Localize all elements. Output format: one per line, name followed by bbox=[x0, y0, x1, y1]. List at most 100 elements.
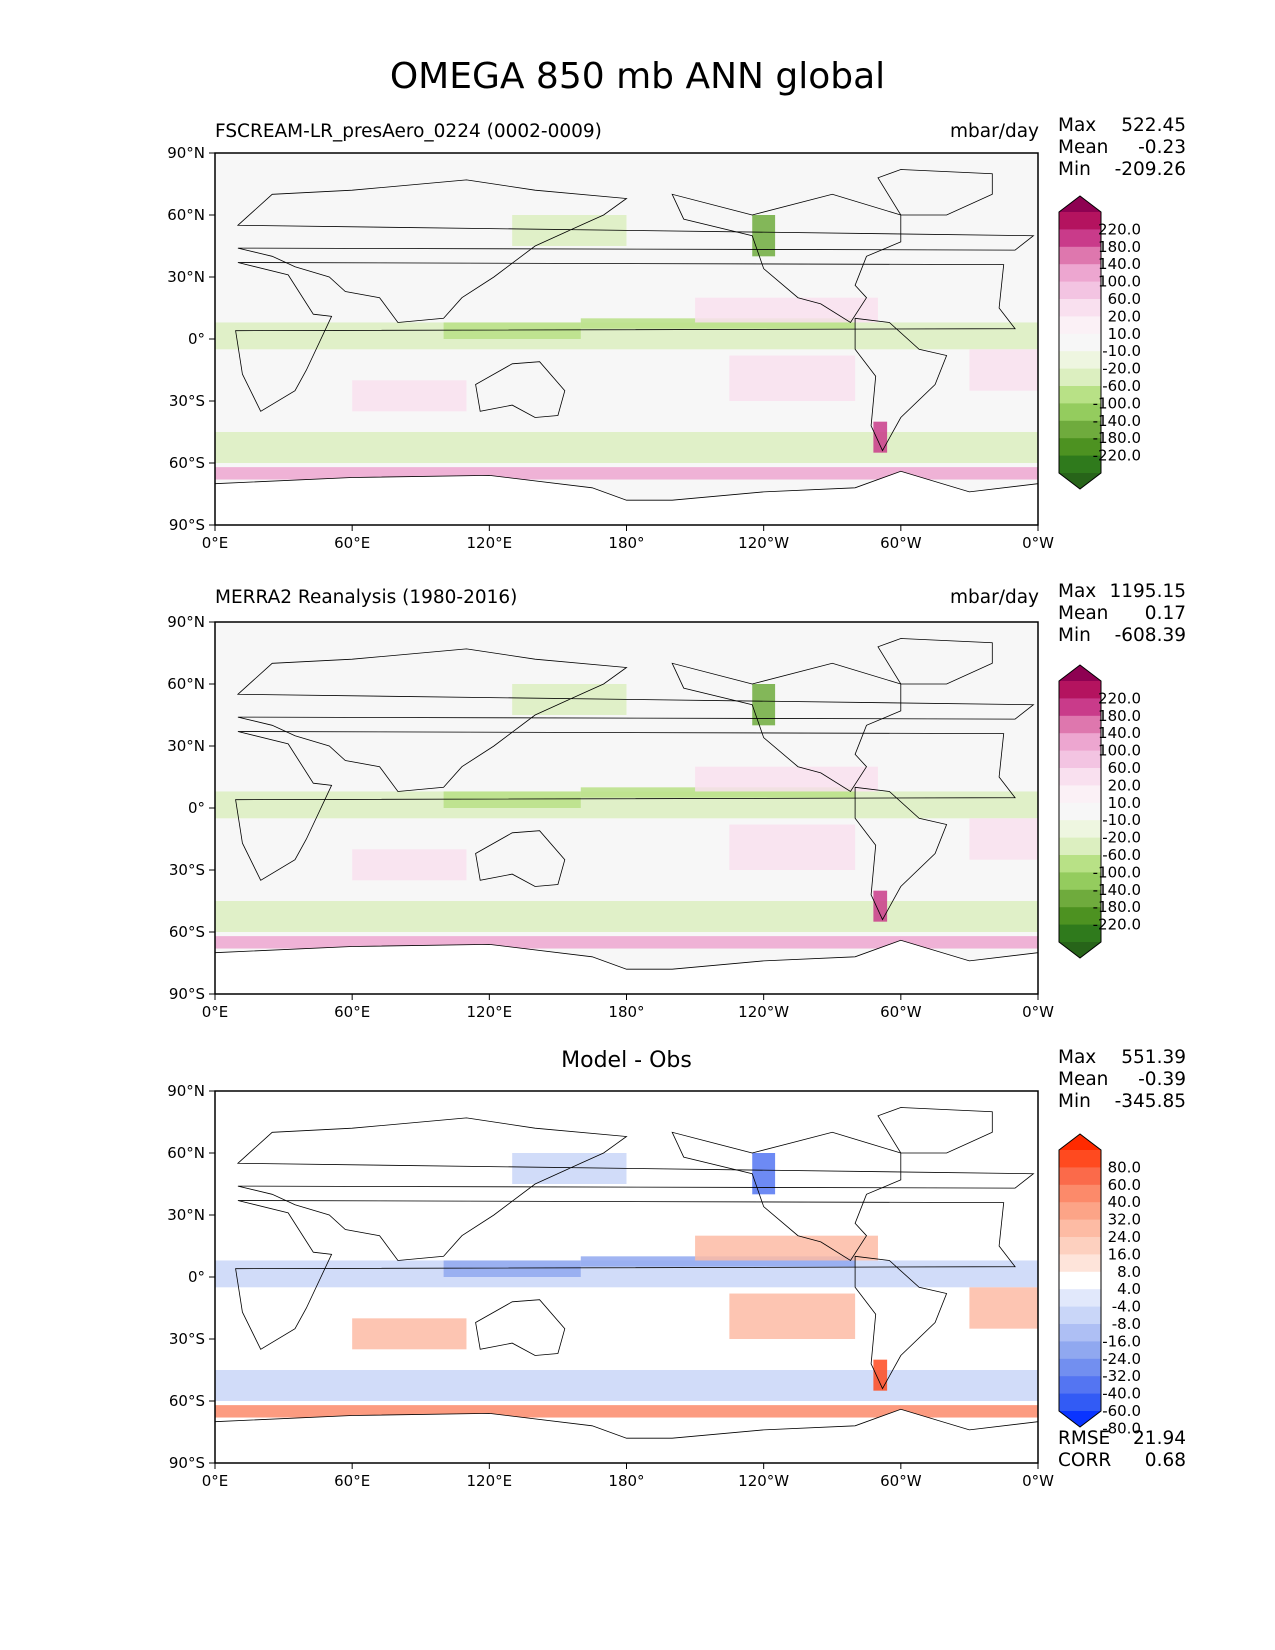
field-band bbox=[215, 432, 1038, 463]
lon-tick-label: 180° bbox=[608, 1472, 644, 1490]
colorbar-swatch bbox=[1059, 924, 1101, 943]
field-band bbox=[580, 787, 856, 798]
figure-title: OMEGA 850 mb ANN global bbox=[389, 56, 886, 97]
coastline bbox=[854, 1255, 948, 1390]
colorbar-label: -140.0 bbox=[1093, 881, 1141, 899]
coastline bbox=[671, 1131, 902, 1262]
field-band bbox=[695, 1235, 878, 1261]
colorbar-swatch bbox=[1059, 1219, 1101, 1238]
colorbar-swatch bbox=[1059, 855, 1101, 873]
field-band bbox=[752, 215, 776, 257]
colorbar-swatch bbox=[1059, 768, 1101, 786]
colorbar-label: -180.0 bbox=[1093, 898, 1141, 916]
field-band bbox=[752, 1153, 776, 1195]
colorbar-swatch bbox=[1059, 229, 1101, 248]
colorbar-label: -80.0 bbox=[1102, 1419, 1141, 1437]
colorbar-swatch bbox=[1059, 264, 1101, 283]
colorbar-label: -10.0 bbox=[1102, 811, 1141, 829]
field-band bbox=[873, 421, 888, 453]
field-band bbox=[873, 1359, 888, 1391]
colorbar-label: 80.0 bbox=[1108, 1158, 1141, 1176]
colorbar-swatch bbox=[1059, 1306, 1101, 1325]
lon-tick-label: 60°W bbox=[880, 1472, 922, 1490]
coastline bbox=[236, 648, 1035, 792]
lon-tick-label: 120°E bbox=[467, 534, 513, 552]
coastline bbox=[854, 317, 948, 452]
lat-tick-label: 30°N bbox=[167, 268, 205, 286]
lon-tick-label: 60°W bbox=[880, 1003, 922, 1021]
colorbar-label: -60.0 bbox=[1102, 1402, 1141, 1420]
colorbar-label: 10.0 bbox=[1108, 794, 1141, 812]
field-shading bbox=[215, 684, 1038, 949]
colorbar-label: -32.0 bbox=[1102, 1367, 1141, 1385]
lat-tick-label: 90°S bbox=[169, 1454, 205, 1472]
colorbar-2: 80.060.040.032.024.016.08.04.0-4.0-8.0-1… bbox=[1058, 1133, 1141, 1437]
field-band bbox=[352, 849, 467, 881]
lat-tick-label: 30°N bbox=[167, 1206, 205, 1224]
lat-tick-label: 60°S bbox=[169, 923, 205, 941]
coastlines bbox=[215, 169, 1038, 525]
lat-tick-label: 60°N bbox=[167, 675, 205, 693]
field-band bbox=[729, 1293, 856, 1339]
coastline bbox=[877, 169, 993, 216]
colorbar-outline bbox=[1058, 664, 1102, 959]
colorbar-swatch bbox=[1059, 368, 1101, 387]
colorbar-outline bbox=[1058, 1133, 1102, 1428]
coastline bbox=[854, 786, 948, 921]
colorbar-swatch bbox=[1059, 316, 1101, 335]
colorbar-label: -20.0 bbox=[1102, 360, 1141, 378]
coastline bbox=[671, 662, 902, 793]
coastline bbox=[877, 1107, 993, 1154]
colorbar-swatch bbox=[1059, 212, 1101, 230]
lat-tick-label: 60°S bbox=[169, 454, 205, 472]
coastline bbox=[475, 361, 566, 418]
colorbar-extend-min bbox=[1059, 942, 1101, 958]
coastline bbox=[475, 830, 566, 887]
colorbar-label: 60.0 bbox=[1108, 759, 1141, 777]
colorbar-label: -220.0 bbox=[1093, 447, 1141, 465]
colorbar-swatch bbox=[1059, 351, 1101, 370]
coastline bbox=[215, 470, 1038, 525]
colorbar-label: 4.0 bbox=[1117, 1280, 1141, 1298]
colorbar-label: 100.0 bbox=[1098, 273, 1141, 291]
field-shading bbox=[215, 1153, 1038, 1418]
colorbar-label: 32.0 bbox=[1108, 1211, 1141, 1229]
colorbar-label: -10.0 bbox=[1102, 342, 1141, 360]
colorbar-label: -180.0 bbox=[1093, 429, 1141, 447]
lon-tick-label: 60°E bbox=[334, 534, 370, 552]
lon-tick-label: 120°W bbox=[738, 534, 789, 552]
colorbar-swatch bbox=[1059, 1289, 1101, 1308]
field-band bbox=[443, 791, 581, 808]
map-panel-2: 90°N 60°N 30°N 0° 30°S 60°S 90°S0°E 60°E 120°E 18… bbox=[167, 1082, 1054, 1490]
colorbar-swatch bbox=[1059, 750, 1101, 769]
colorbar-swatch bbox=[1059, 681, 1101, 699]
colorbar-swatch bbox=[1059, 1202, 1101, 1221]
colorbar-swatch bbox=[1059, 1271, 1101, 1290]
colorbar-swatch bbox=[1059, 1376, 1101, 1395]
colorbar-label: 20.0 bbox=[1108, 307, 1141, 325]
colorbar-swatch bbox=[1059, 403, 1101, 422]
colorbar-label: -8.0 bbox=[1112, 1315, 1141, 1333]
coastline bbox=[877, 638, 993, 685]
colorbar-label: 40.0 bbox=[1108, 1193, 1141, 1211]
lon-tick-label: 0°E bbox=[202, 1003, 229, 1021]
field-band bbox=[695, 766, 878, 792]
field-band bbox=[580, 318, 856, 329]
coastline bbox=[235, 731, 1016, 881]
colorbar-swatch bbox=[1059, 889, 1101, 908]
colorbar-label: -40.0 bbox=[1102, 1385, 1141, 1403]
colorbar-extend-max bbox=[1059, 196, 1101, 212]
field-band bbox=[969, 818, 1038, 860]
coastline bbox=[235, 1200, 1016, 1350]
colorbar-label: 100.0 bbox=[1098, 742, 1141, 760]
lon-tick-label: 60°E bbox=[334, 1003, 370, 1021]
colorbar-swatch bbox=[1059, 1184, 1101, 1203]
field-band bbox=[443, 1260, 581, 1277]
map-panel-0: 90°N 60°N 30°N 0° 30°S 60°S 90°S0°E 60°E 120°E 18… bbox=[167, 144, 1054, 552]
colorbar-label: 140.0 bbox=[1098, 255, 1141, 273]
colorbar-label: 140.0 bbox=[1098, 724, 1141, 742]
field-band bbox=[352, 1318, 467, 1350]
colorbar-swatch bbox=[1059, 715, 1101, 734]
lat-tick-label: 30°S bbox=[169, 861, 205, 879]
